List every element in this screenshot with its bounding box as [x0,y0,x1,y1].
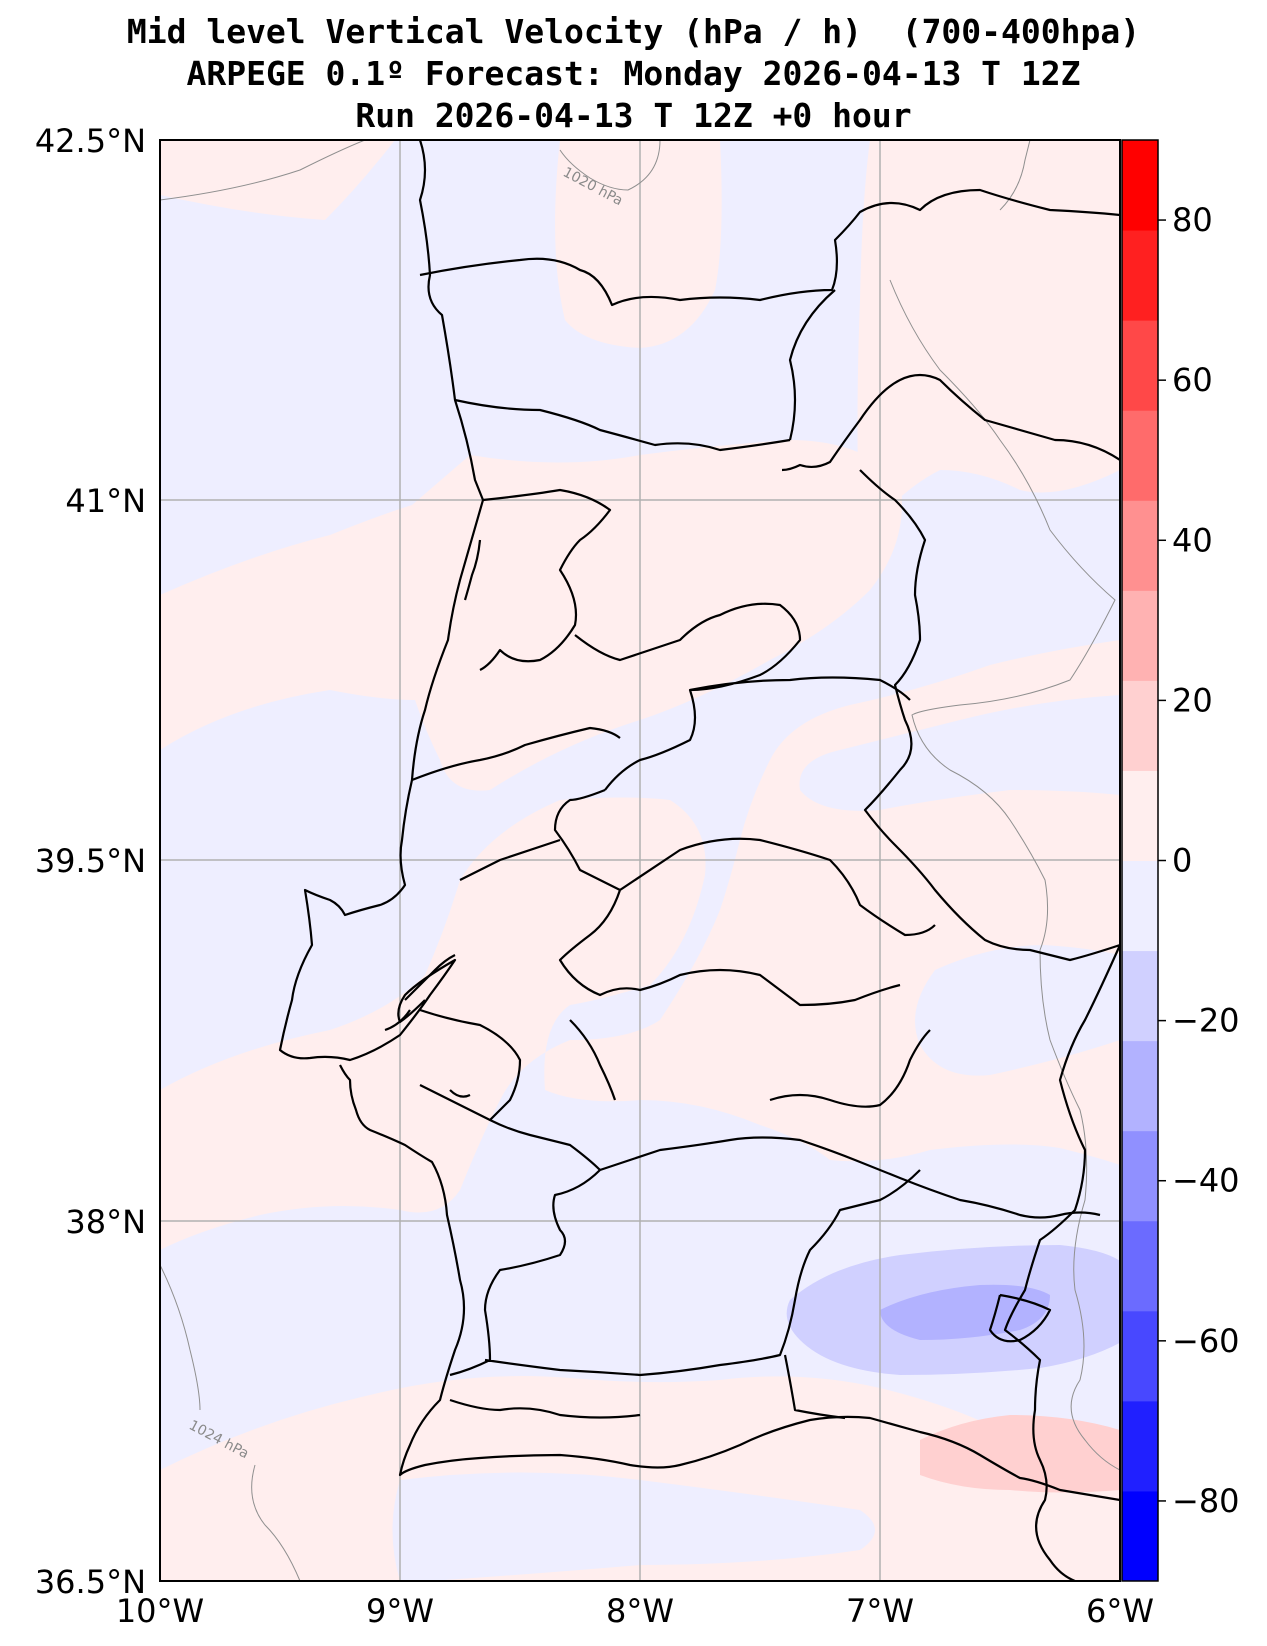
title-line-3: Run 2026-04-13 T 12Z +0 hour [355,96,912,135]
lat-tick-38: 38°N [65,1203,146,1241]
lat-tick-labels: 42.5°N 41°N 39.5°N 38°N 36.5°N [35,122,146,1601]
colorbar-tick-label: 80 [1172,201,1213,239]
title-line-1: Mid level Vertical Velocity (hPa / h) (7… [126,12,1141,51]
colorbar-segment [1122,860,1158,952]
colorbar-ticks: 80 60 40 20 0 −20 −40 −60 −80 [1158,201,1240,1520]
lagoon-aveiro [463,539,482,601]
colorbar-segment [1122,500,1158,591]
coastline-and-borders [278,140,1120,1581]
colorbar-tick-label: 20 [1172,681,1213,719]
colorbar-tick-label: −40 [1172,1162,1240,1200]
estuary-tejo [384,954,456,1032]
coastline [278,140,1120,1502]
field-positive-west-band [160,440,902,791]
field-moderate-positive [920,1415,1120,1493]
estuary-sado [419,1084,491,1121]
map-area: 1020 hPa 1024 hPa [160,140,1120,1581]
colorbar-segment [1122,410,1158,501]
colorbar-segment [1122,1490,1158,1582]
colorbar-segment [1122,1220,1158,1312]
isobar-east-border [889,279,1120,1471]
colorbar-tick-label: −80 [1172,1482,1240,1520]
colorbar-segment [1122,1310,1158,1402]
lat-tick-36.5: 36.5°N [35,1563,146,1601]
colorbar-segment [1122,140,1158,231]
gridlines [160,140,1120,1581]
district-borders [411,289,1101,1420]
isobar-1024-southwest [160,1264,301,1581]
colorbar-segment [1122,770,1158,861]
field-positive-north-central [555,140,722,348]
colorbar-tick-label: 60 [1172,361,1213,399]
colorbar-segment [1122,950,1158,1042]
lon-tick-7w: 7°W [846,1592,914,1630]
colorbar-segment [1122,680,1158,771]
isobars [160,140,1120,1581]
lon-tick-6w: 6°W [1086,1592,1154,1630]
lat-tick-42.5: 42.5°N [35,122,146,160]
colorbar-tick-label: −20 [1172,1002,1240,1040]
lat-tick-39.5: 39.5°N [35,842,146,880]
colorbar-tick-label: 0 [1172,842,1192,880]
lon-tick-8w: 8°W [606,1592,674,1630]
field-negative-south-pocket [392,1472,875,1581]
title-line-2: ARPEGE 0.1º Forecast: Monday 2026-04-13 … [186,54,1081,93]
lon-tick-9w: 9°W [366,1592,434,1630]
border-north [419,188,1120,307]
colorbar-segment [1122,230,1158,321]
colorbar-segment [1122,590,1158,681]
colorbar-segment [1122,1040,1158,1132]
colorbar-segment [1122,320,1158,411]
lat-tick-41: 41°N [65,482,146,520]
map-frame [159,139,1121,1582]
lon-tick-10w: 10°W [116,1592,204,1630]
lon-tick-labels: 10°W 9°W 8°W 7°W 6°W [116,1592,1154,1630]
colorbar-tick-label: 40 [1172,521,1213,559]
border-east [781,373,1120,1581]
isobar-northeast-top [999,140,1031,211]
colorbar-segment [1122,1130,1158,1222]
colorbar [1122,140,1158,1582]
isobar-1020-north [559,140,661,191]
colorbar-segment [1122,1400,1158,1492]
colorbar-tick-label: −60 [1172,1322,1240,1360]
isobar-northwest [160,140,366,201]
field-positive-northwest-corner [160,140,395,220]
